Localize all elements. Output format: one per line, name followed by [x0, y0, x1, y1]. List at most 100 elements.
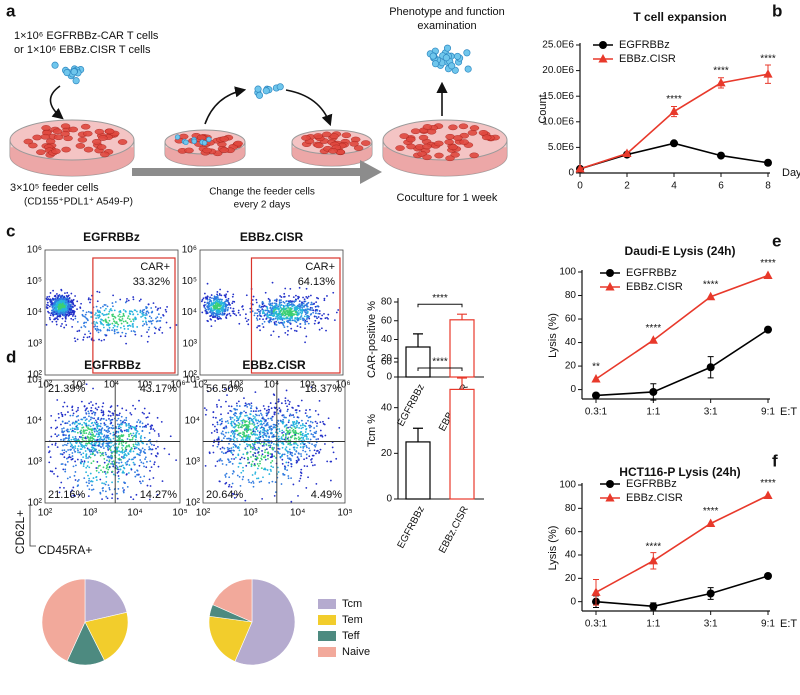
dot [290, 454, 293, 457]
dot [237, 424, 240, 427]
dot [318, 328, 321, 331]
dot [274, 317, 277, 320]
dot [69, 308, 71, 311]
dot [83, 321, 86, 324]
dot [57, 315, 59, 318]
dot [119, 335, 122, 338]
dot [254, 455, 257, 458]
dot [97, 423, 99, 425]
marker [605, 282, 615, 291]
dot [234, 445, 237, 448]
dot [262, 436, 265, 439]
y-axis-label: Count [537, 94, 549, 123]
dot [280, 436, 283, 439]
dot [287, 329, 289, 332]
dot [61, 453, 64, 456]
dot [295, 294, 297, 297]
dot [245, 414, 248, 417]
dot [61, 463, 64, 465]
dot [319, 429, 322, 432]
dot [212, 387, 215, 390]
dot [110, 405, 113, 408]
dot [158, 320, 161, 322]
dot [145, 323, 148, 326]
dot [248, 481, 251, 484]
dot [252, 453, 255, 456]
dot [139, 311, 142, 314]
dot [293, 416, 295, 419]
x-tick-label: 6 [718, 181, 724, 192]
dot [117, 417, 120, 420]
dot [76, 308, 78, 310]
dot [308, 442, 311, 445]
dot [225, 463, 228, 466]
dot [274, 305, 277, 307]
dot [112, 431, 115, 434]
dot [237, 465, 240, 468]
dot [245, 420, 248, 423]
dot [233, 313, 236, 315]
y-tick-label: 20 [565, 573, 577, 584]
dot [227, 485, 230, 488]
dot [280, 304, 283, 307]
marker [706, 291, 716, 301]
dot [127, 299, 130, 302]
dot [219, 310, 222, 313]
dot [118, 462, 120, 464]
dot [232, 449, 235, 452]
dot [120, 319, 123, 322]
dot [115, 413, 118, 416]
dot [124, 446, 127, 449]
dot [218, 459, 221, 462]
feeder-cell [426, 128, 437, 135]
dot [147, 423, 149, 426]
dot [254, 447, 256, 450]
dot [75, 415, 78, 418]
feeder-cell [448, 124, 458, 131]
dot [283, 305, 286, 308]
dot [59, 453, 62, 455]
dot [107, 322, 109, 324]
dot [283, 473, 286, 476]
dot [156, 316, 159, 319]
dot [66, 457, 68, 460]
dot [305, 409, 307, 412]
dot [281, 414, 284, 417]
dot [282, 442, 285, 445]
dot [286, 469, 289, 472]
dot [227, 412, 230, 415]
dot [287, 457, 289, 460]
dot [309, 438, 312, 441]
dot [73, 427, 76, 430]
dot [306, 310, 309, 313]
dot [128, 424, 130, 427]
dot [94, 439, 96, 441]
dot [246, 451, 249, 454]
dot [288, 319, 291, 322]
dot [83, 421, 86, 424]
dot [70, 303, 72, 306]
dot [268, 303, 270, 305]
dot [102, 319, 105, 322]
dot [263, 407, 266, 410]
dot [136, 473, 139, 476]
dot [46, 303, 48, 306]
dot [307, 416, 310, 419]
dot [80, 448, 83, 451]
dot [121, 464, 124, 467]
dot [272, 426, 275, 429]
dot [262, 422, 265, 425]
dot [254, 472, 257, 475]
dot [135, 446, 138, 449]
dot [270, 334, 273, 336]
dot [139, 436, 142, 439]
dot [152, 302, 155, 305]
dot [204, 296, 207, 299]
dot [145, 320, 147, 323]
dot [249, 446, 252, 449]
dot [269, 417, 272, 420]
dot [129, 449, 132, 452]
dot [132, 450, 135, 453]
dot [308, 408, 311, 411]
dot [284, 448, 287, 450]
